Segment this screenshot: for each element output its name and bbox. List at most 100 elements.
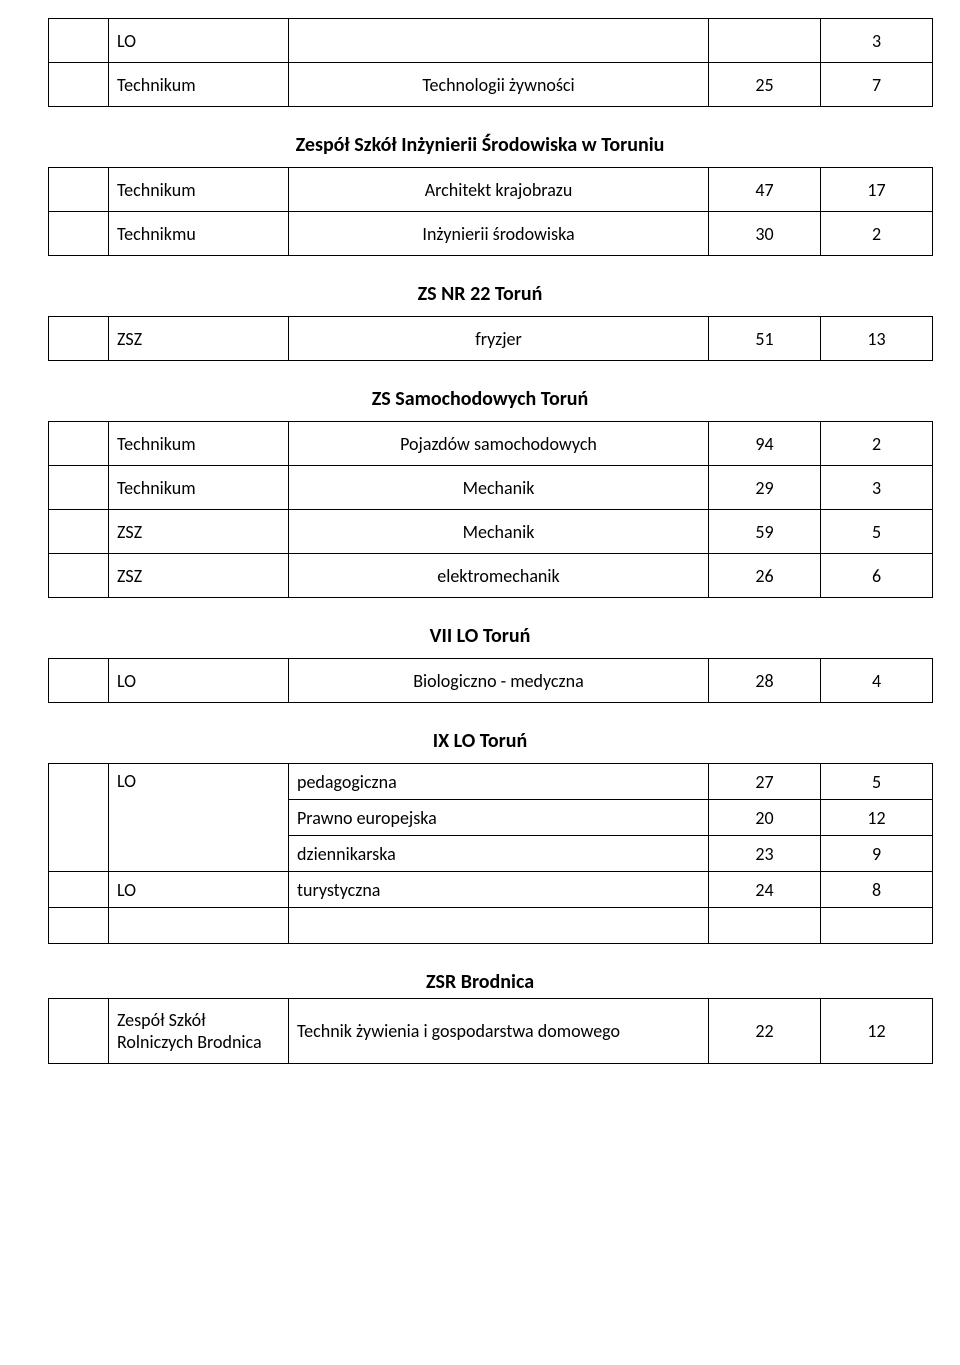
cell-text: LO [117,770,136,792]
cell-e: 8 [821,872,933,908]
cell-text: Technikum [117,74,196,96]
cell-text: 8 [872,879,881,901]
cell-c [289,908,709,944]
cell-text: Pojazdów samochodowych [400,433,597,455]
cell-text: 24 [755,879,773,901]
cell-text: Technik żywienia i gospodarstwa domowego [297,1020,620,1042]
cell-text: 13 [867,328,885,350]
cell-c: Mechanik [289,510,709,554]
cell-a [49,212,109,256]
cell-text: LO [117,30,136,52]
cell-text: turystyczna [297,879,380,901]
cell-text: 3 [872,477,881,499]
table-section-3: ZSZ fryzjer 51 13 [48,316,933,361]
cell-a [49,19,109,63]
cell-text: 28 [755,670,773,692]
section-header: VII LO Toruń [0,624,960,648]
cell-b: Technikum [109,63,289,107]
cell-b: LO [109,872,289,908]
cell-text: 2 [872,433,881,455]
cell-e: 4 [821,659,933,703]
cell-e: 3 [821,19,933,63]
cell-text: ZSZ [117,328,142,350]
cell-c: Architekt krajobrazu [289,168,709,212]
cell-text: Biologiczno - medyczna [413,670,583,692]
cell-text: Mechanik [463,477,535,499]
cell-text: 7 [872,74,881,96]
cell-e: 5 [821,764,933,800]
cell-text: dziennikarska [297,843,396,865]
cell-text: 23 [755,843,773,865]
cell-text: ZSZ [117,521,142,543]
cell-text: 6 [872,565,881,587]
cell-d: 22 [709,999,821,1064]
cell-c [289,19,709,63]
cell-d: 24 [709,872,821,908]
cell-b: Technikum [109,168,289,212]
cell-c: turystyczna [289,872,709,908]
cell-text: Technikum [117,477,196,499]
cell-d: 26 [709,554,821,598]
cell-e: 7 [821,63,933,107]
cell-a [49,872,109,908]
cell-b: LO [109,764,289,872]
cell-a [49,999,109,1064]
cell-d: 23 [709,836,821,872]
cell-c: Biologiczno - medyczna [289,659,709,703]
cell-text: pedagogiczna [297,771,397,793]
cell-a [49,510,109,554]
section-header: ZSR Brodnica [0,970,960,994]
cell-d: 47 [709,168,821,212]
cell-a [49,908,109,944]
cell-text: 12 [867,807,885,829]
cell-d: 27 [709,764,821,800]
cell-text: 59 [755,521,773,543]
cell-text: 5 [872,771,881,793]
cell-e: 9 [821,836,933,872]
cell-d: 29 [709,466,821,510]
cell-text: 47 [755,179,773,201]
cell-text: 9 [872,843,881,865]
table-section-4: Technikum Pojazdów samochodowych 94 2 Te… [48,421,933,598]
cell-c: elektromechanik [289,554,709,598]
table-section-5: LO Biologiczno - medyczna 28 4 [48,658,933,703]
cell-text: Prawno europejska [297,807,437,829]
cell-d: 51 [709,317,821,361]
cell-text: 51 [755,328,773,350]
cell-e: 2 [821,212,933,256]
cell-text: 17 [867,179,885,201]
cell-text: LO [117,670,136,692]
cell-b [109,908,289,944]
cell-e: 6 [821,554,933,598]
cell-b: ZSZ [109,317,289,361]
cell-e: 12 [821,800,933,836]
cell-c: Pojazdów samochodowych [289,422,709,466]
cell-b: Technikmu [109,212,289,256]
cell-a [49,168,109,212]
cell-text: Technikum [117,433,196,455]
cell-text: Technologii żywności [422,74,574,96]
cell-a [49,764,109,872]
cell-a [49,466,109,510]
cell-c: Technik żywienia i gospodarstwa domowego [289,999,709,1064]
cell-d: 94 [709,422,821,466]
cell-text: ZSZ [117,565,142,587]
cell-c: Prawno europejska [289,800,709,836]
cell-text: 29 [755,477,773,499]
cell-text: 94 [755,433,773,455]
table-section-1: LO 3 Technikum Technologii żywności 25 7 [48,18,933,107]
table-section-7: Zespół Szkół Rolniczych Brodnica Technik… [48,998,933,1064]
cell-e: 3 [821,466,933,510]
cell-text: 26 [755,565,773,587]
cell-text: Inżynierii środowiska [422,223,574,245]
cell-a [49,554,109,598]
cell-a [49,659,109,703]
cell-text: 5 [872,521,881,543]
cell-text: Zespół Szkół Rolniczych Brodnica [117,1009,262,1053]
cell-e: 17 [821,168,933,212]
cell-d: 20 [709,800,821,836]
cell-text: 4 [872,670,881,692]
cell-c: fryzjer [289,317,709,361]
cell-d: 59 [709,510,821,554]
cell-b: Technikum [109,422,289,466]
